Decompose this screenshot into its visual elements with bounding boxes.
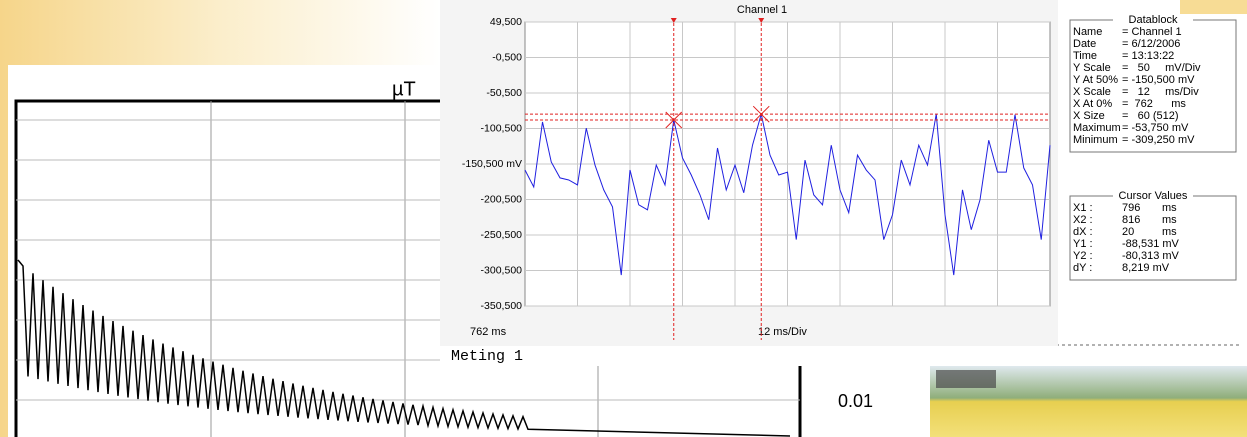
panel-cell: = -309,250 mV [1122,134,1195,146]
panel-cell: 20 [1122,226,1134,238]
panel-cell: = -150,500 mV [1122,74,1195,86]
panel-cell: X1 : [1073,202,1093,214]
scope-chart: Channel 1 762 ms 12 ms/Div 49,500 -0,500 -… [462,4,1051,340]
panel-title: Datablock [1129,14,1178,26]
y-tick-label: -0,500 [492,51,522,63]
panel-cell: Date [1073,38,1096,50]
panel-cell: 816 [1122,214,1140,226]
panel-cell: = 762 ms [1122,98,1186,110]
panel-cell: = 50 mV/Div [1122,62,1201,74]
panel-cell: = 13:13:22 [1122,50,1174,62]
panel-cell: -80,313 mV [1122,250,1180,262]
panel-cell: ms [1162,202,1177,214]
panel-title-bg [1113,14,1193,26]
y-tick-label: -300,500 [481,264,523,276]
info-panels: Datablock Name = Channel 1 Date = 6/12/2006 T… [1058,14,1240,297]
panel-cell: X2 : [1073,214,1093,226]
y-tick-label: -250,500 [481,229,523,241]
scale-label: 0.01 [838,391,873,411]
panel-cell: X Size [1073,110,1105,122]
panel-cell: Y Scale [1073,62,1111,74]
cursor-cross [665,111,683,129]
unit-label: µT [392,78,416,100]
cursor-handle [758,18,765,23]
panel-cell: Y At 50% [1073,74,1118,86]
panel-bg [1058,14,1240,297]
panel-cell: Time [1073,50,1097,62]
panel-cell: = 6/12/2006 [1122,38,1180,50]
panel-cell: Y1 : [1073,238,1093,250]
background-waveform [17,259,791,437]
panel-cell: = 12 ms/Div [1122,86,1199,98]
x-start-label: 762 ms [470,326,507,338]
panel-cell: X Scale [1073,86,1111,98]
y-tick-label: -150,500 mV [462,158,522,170]
y-tick-label: -50,500 [486,87,522,99]
x-scale-label: 12 ms/Div [758,326,807,338]
panel-cell: Maximum [1073,122,1121,134]
caption-strip [440,346,1240,366]
y-tick-label: 49,500 [490,16,522,28]
chart-title: Channel 1 [737,4,787,16]
panel-cell: Name [1073,26,1102,38]
panel-cell: 8,219 mV [1122,262,1170,274]
y-tick-label: -350,500 [481,300,523,312]
y-tick-label: -100,500 [481,122,523,134]
cursor-handle [670,18,677,23]
panel-cell: = -53,750 mV [1122,122,1189,134]
cursor-cross [752,105,770,123]
panel-cell: ms [1162,214,1177,226]
panel-cell: = 60 (512) [1122,110,1179,122]
panel-cell: X At 0% [1073,98,1112,110]
panel-cell: Minimum [1073,134,1118,146]
panel-cell: 796 [1122,202,1140,214]
wallpaper-corner [1180,0,1247,14]
panel-cell: dX : [1073,226,1093,238]
panel-cell: -88,531 mV [1122,238,1180,250]
panel-title-bg [1113,190,1193,202]
panel-cell: ms [1162,226,1177,238]
photo-building [936,370,996,388]
series-line [524,113,1051,276]
panel-cell: = Channel 1 [1122,26,1182,38]
y-tick-label: -200,500 [481,193,523,205]
panel-cell: Y2 : [1073,250,1093,262]
caption: Meting 1 [451,348,523,365]
panel-cell: dY : [1073,262,1092,274]
panel-title: Cursor Values [1119,190,1188,202]
